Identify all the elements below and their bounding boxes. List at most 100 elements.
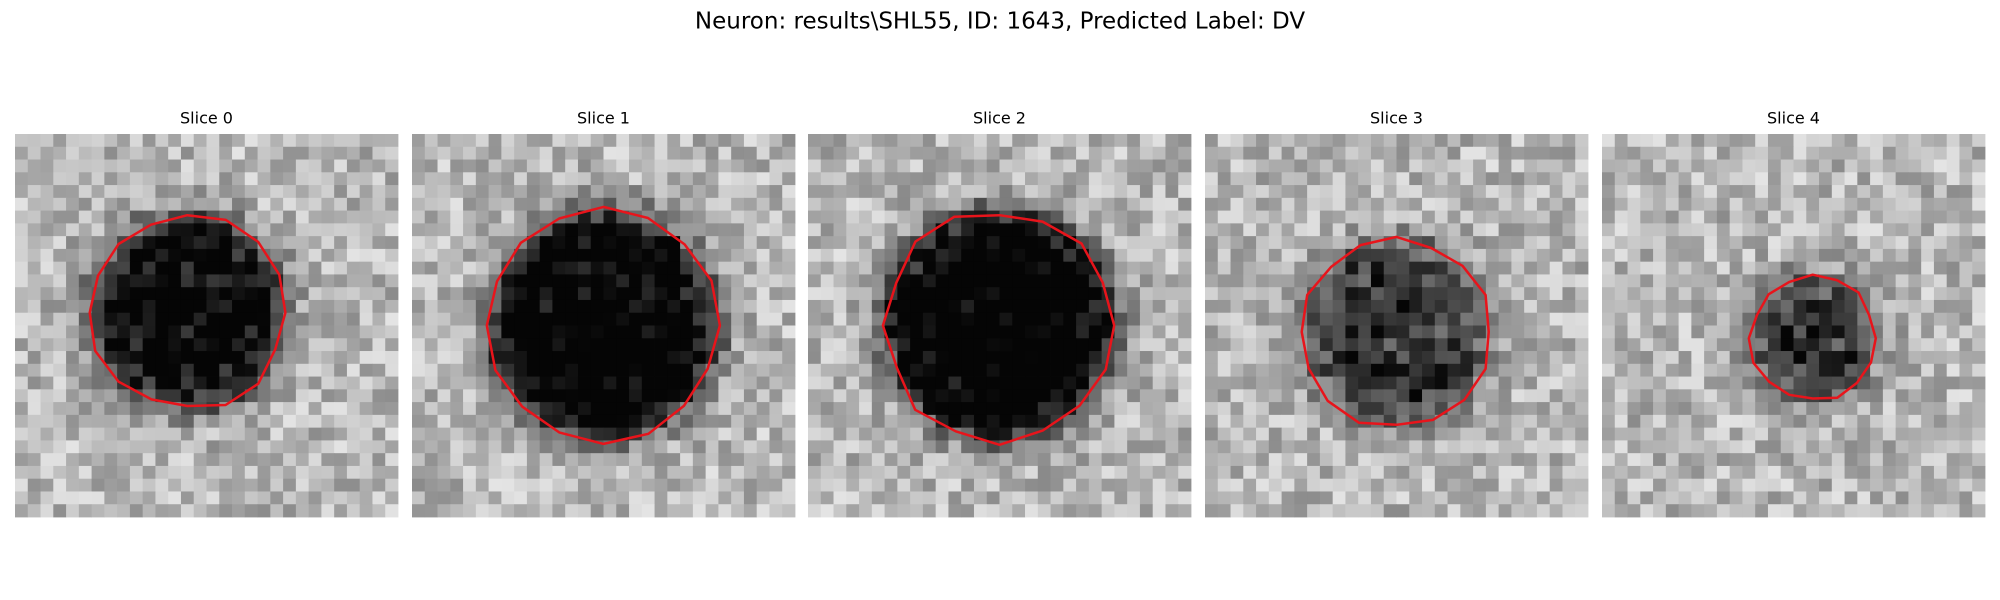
pixel [1729,172,1743,186]
pixel [833,453,847,467]
pixel [193,185,207,199]
pixel [1319,363,1334,377]
pixel [257,261,271,275]
pixel [142,159,156,173]
pixel [1665,223,1679,237]
pixel [1243,223,1257,237]
pixel [1268,197,1282,211]
pixel [78,376,92,390]
pixel [155,427,169,441]
pixel [1025,491,1039,505]
pixel [1205,261,1219,275]
pixel [629,478,643,492]
pixel [117,274,131,288]
pixel [283,299,297,314]
pixel [1358,491,1372,505]
pixel [808,261,822,275]
pixel [450,363,464,377]
pixel [1319,134,1334,148]
pixel [629,172,643,186]
pixel [129,146,144,160]
pixel [1012,338,1026,352]
pixel [283,210,297,224]
pixel [910,414,924,429]
pixel [1806,389,1820,403]
pixel [1767,389,1782,403]
pixel [1882,287,1897,301]
pixel [718,363,732,377]
pixel [1268,351,1282,365]
pixel [1549,363,1563,377]
pixel [1139,248,1154,263]
pixel [1882,427,1897,441]
pixel [308,465,322,480]
pixel [1831,440,1845,454]
pixel [1076,478,1090,492]
pixel [910,363,924,377]
pixel [577,491,592,505]
pixel [155,325,169,339]
pixel [1127,402,1141,416]
pixel [1549,210,1563,224]
pixel [1959,363,1973,377]
pixel [1256,159,1270,173]
pixel [884,248,898,263]
pixel [1165,274,1179,288]
pixel [1460,440,1474,454]
pixel [1396,453,1410,467]
pixel [1319,185,1334,199]
pixel [1485,172,1500,186]
pixel [718,210,732,224]
pixel [1575,185,1589,199]
pixel [1050,363,1064,377]
pixel [1946,236,1960,250]
pixel [756,287,770,301]
pixel [1152,389,1166,403]
pixel [1536,248,1551,263]
pixel [1921,376,1935,390]
pixel [526,287,541,301]
pixel [219,261,233,275]
pixel [692,287,707,301]
pixel [641,440,655,454]
pixel [257,210,271,224]
pixel [1946,325,1960,339]
pixel [1536,478,1551,492]
pixel [1230,299,1244,314]
pixel [1165,197,1179,211]
pixel [1844,248,1858,263]
pixel [1921,134,1935,148]
pixel [1627,312,1641,326]
pixel [1870,427,1884,441]
pixel [1294,312,1308,326]
pixel [193,159,207,173]
pixel [1485,146,1500,160]
pixel [1332,197,1346,211]
pixel [1704,210,1718,224]
pixel [27,363,41,377]
pixel [1307,376,1321,390]
pixel [1396,261,1410,275]
pixel [616,363,630,377]
pixel [129,223,144,237]
pixel [1575,440,1589,454]
pixel [1691,236,1705,250]
pixel [1908,376,1922,390]
pixel [514,223,528,237]
pixel [935,440,949,454]
pixel [935,376,949,390]
pixel [897,274,911,288]
pixel [1742,363,1756,377]
pixel [193,453,207,467]
pixel [1665,261,1679,275]
pixel [219,274,233,288]
pixel [437,287,451,301]
pixel [1485,414,1500,429]
pixel [1819,210,1833,224]
pixel [321,172,335,186]
pixel [1665,134,1679,148]
pixel [1307,299,1321,314]
pixel [66,248,80,263]
pixel [590,312,604,326]
pixel [910,491,924,505]
